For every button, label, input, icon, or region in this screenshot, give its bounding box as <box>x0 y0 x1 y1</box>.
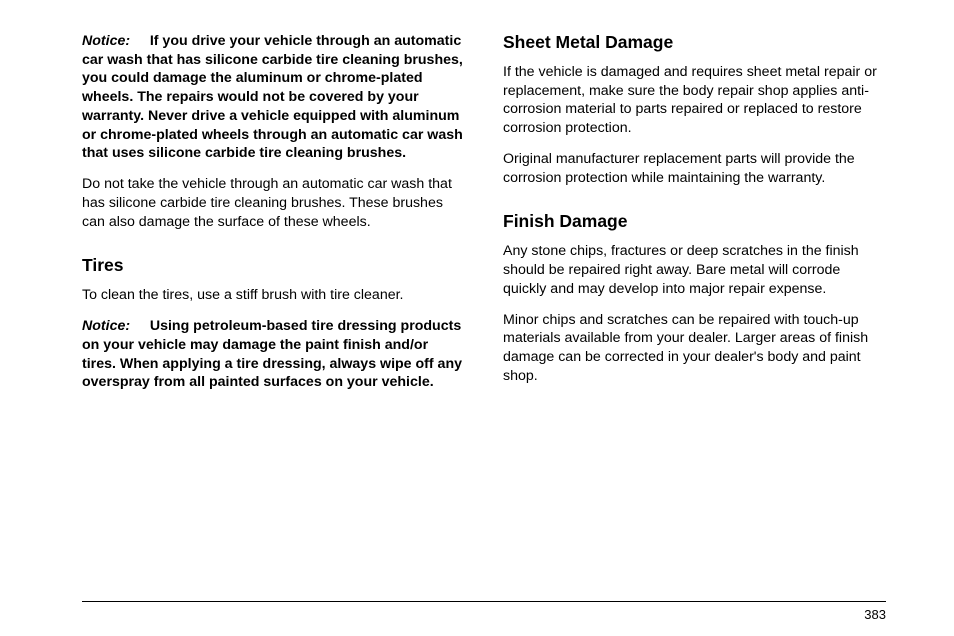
right-column: Sheet Metal Damage If the vehicle is dam… <box>503 32 886 404</box>
body-paragraph: Do not take the vehicle through an autom… <box>82 175 465 231</box>
notice-label: Notice: <box>82 33 130 49</box>
heading-sheet-metal-damage: Sheet Metal Damage <box>503 32 886 53</box>
notice-block-2: Notice: Using petroleum-based tire dress… <box>82 317 465 392</box>
notice-text: If you drive your vehicle through an aut… <box>82 33 463 161</box>
body-paragraph: Original manufacturer replacement parts … <box>503 150 886 187</box>
heading-finish-damage: Finish Damage <box>503 211 886 232</box>
footer-divider <box>82 601 886 602</box>
notice-label: Notice: <box>82 318 130 334</box>
heading-tires: Tires <box>82 255 465 276</box>
notice-block-1: Notice: If you drive your vehicle throug… <box>82 32 465 163</box>
page-content: Notice: If you drive your vehicle throug… <box>0 0 954 424</box>
page-number: 383 <box>864 607 886 622</box>
body-paragraph: To clean the tires, use a stiff brush wi… <box>82 286 465 305</box>
body-paragraph: Minor chips and scratches can be repaire… <box>503 311 886 386</box>
body-paragraph: Any stone chips, fractures or deep scrat… <box>503 242 886 298</box>
body-paragraph: If the vehicle is damaged and requires s… <box>503 63 886 138</box>
left-column: Notice: If you drive your vehicle throug… <box>82 32 465 404</box>
